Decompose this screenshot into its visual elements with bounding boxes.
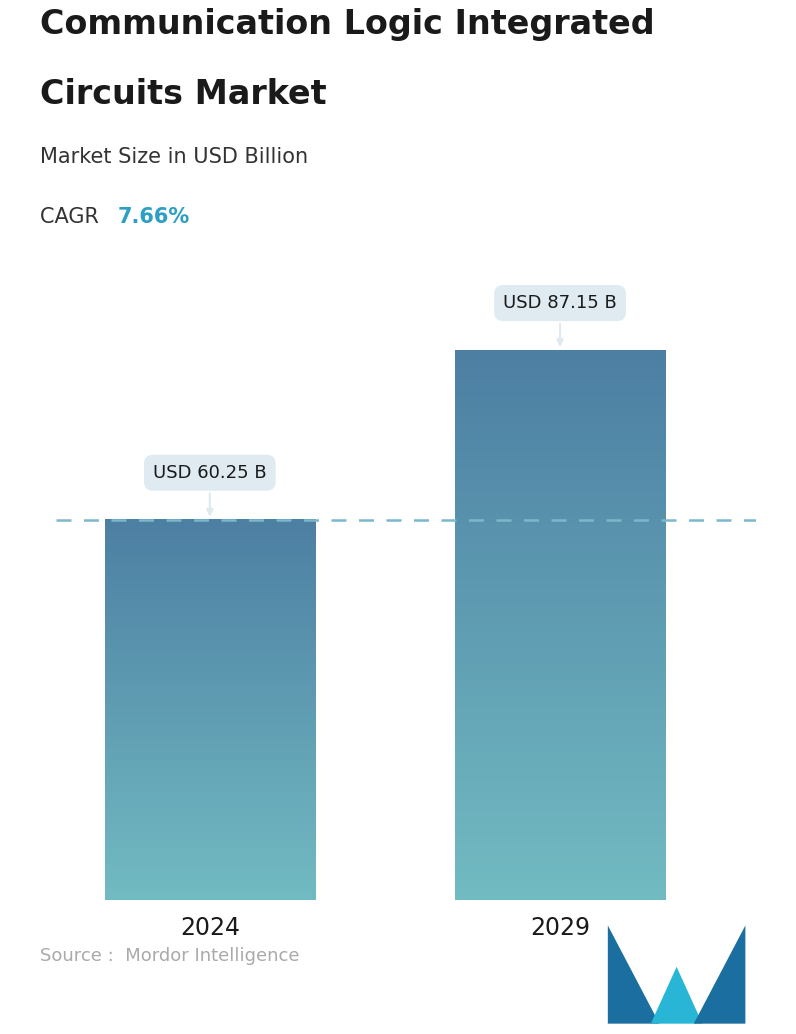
Text: USD 87.15 B: USD 87.15 B: [503, 294, 617, 344]
Polygon shape: [694, 925, 745, 1024]
Text: Market Size in USD Billion: Market Size in USD Billion: [40, 148, 308, 168]
Polygon shape: [651, 967, 702, 1024]
Text: Circuits Market: Circuits Market: [40, 78, 326, 111]
Text: Communication Logic Integrated: Communication Logic Integrated: [40, 8, 654, 40]
Text: CAGR: CAGR: [40, 207, 112, 226]
Text: 7.66%: 7.66%: [118, 207, 190, 226]
Text: USD 60.25 B: USD 60.25 B: [153, 463, 267, 515]
Text: Source :  Mordor Intelligence: Source : Mordor Intelligence: [40, 947, 299, 965]
Polygon shape: [608, 925, 659, 1024]
